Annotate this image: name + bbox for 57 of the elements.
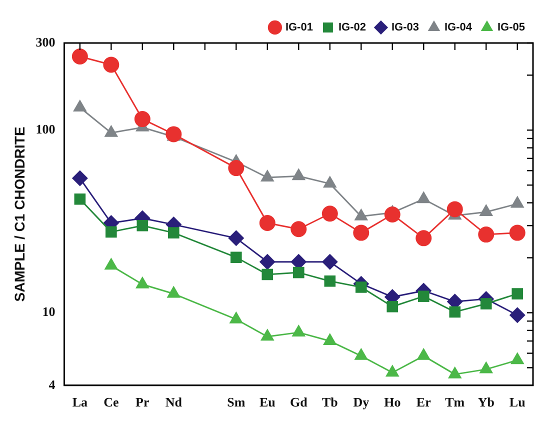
point <box>418 290 430 302</box>
y-tick-label: 4 <box>48 376 56 392</box>
point <box>106 226 117 238</box>
x-tick-label: Ce <box>104 394 119 410</box>
point <box>322 254 338 270</box>
point <box>355 282 367 293</box>
point <box>478 226 494 243</box>
point <box>512 288 524 300</box>
x-tick-label: Tb <box>322 394 338 410</box>
point <box>134 111 150 128</box>
y-tick-label: 100 <box>36 121 56 136</box>
x-tick-label: Pr <box>136 394 150 410</box>
y-axis-title: SAMPLE / C1 CHONDRITE <box>11 126 28 302</box>
x-tick-label: Gd <box>290 394 308 410</box>
point <box>259 215 276 232</box>
y-tick-label: 10 <box>42 304 56 320</box>
point <box>416 230 432 246</box>
point <box>72 170 88 186</box>
point <box>509 224 526 241</box>
point <box>228 230 244 246</box>
point <box>292 266 304 278</box>
point <box>230 252 242 264</box>
x-tick-label: Er <box>416 394 432 410</box>
point <box>262 268 274 280</box>
x-tick-label: Yb <box>478 394 494 410</box>
x-tick-label: Tm <box>445 394 465 410</box>
point <box>166 126 182 142</box>
x-tick-label: Dy <box>353 394 370 410</box>
legend-label: IG-01 <box>285 22 313 34</box>
point <box>74 193 86 205</box>
point <box>322 206 338 222</box>
x-tick-label: Ho <box>384 394 401 410</box>
point <box>136 220 148 232</box>
point <box>386 300 398 312</box>
point <box>228 160 244 176</box>
point <box>509 307 526 324</box>
y-tick-label: 300 <box>36 34 56 50</box>
point <box>72 48 88 65</box>
point <box>449 306 461 318</box>
x-tick-label: Nd <box>165 394 183 410</box>
legend-label: IG-05 <box>497 22 526 34</box>
point <box>290 221 307 238</box>
legend-label: IG-04 <box>444 22 473 34</box>
point <box>384 206 400 223</box>
legend-label: IG-02 <box>338 22 366 34</box>
point <box>168 227 180 238</box>
point <box>324 275 336 287</box>
point <box>103 56 120 73</box>
x-tick-label: La <box>72 394 88 410</box>
x-tick-label: Sm <box>227 394 246 410</box>
point <box>480 298 492 310</box>
point <box>259 254 276 270</box>
legend-label: IG-03 <box>391 22 419 34</box>
point <box>446 201 463 218</box>
x-tick-label: Lu <box>509 394 526 410</box>
x-tick-label: Eu <box>259 394 276 410</box>
point <box>353 224 370 241</box>
